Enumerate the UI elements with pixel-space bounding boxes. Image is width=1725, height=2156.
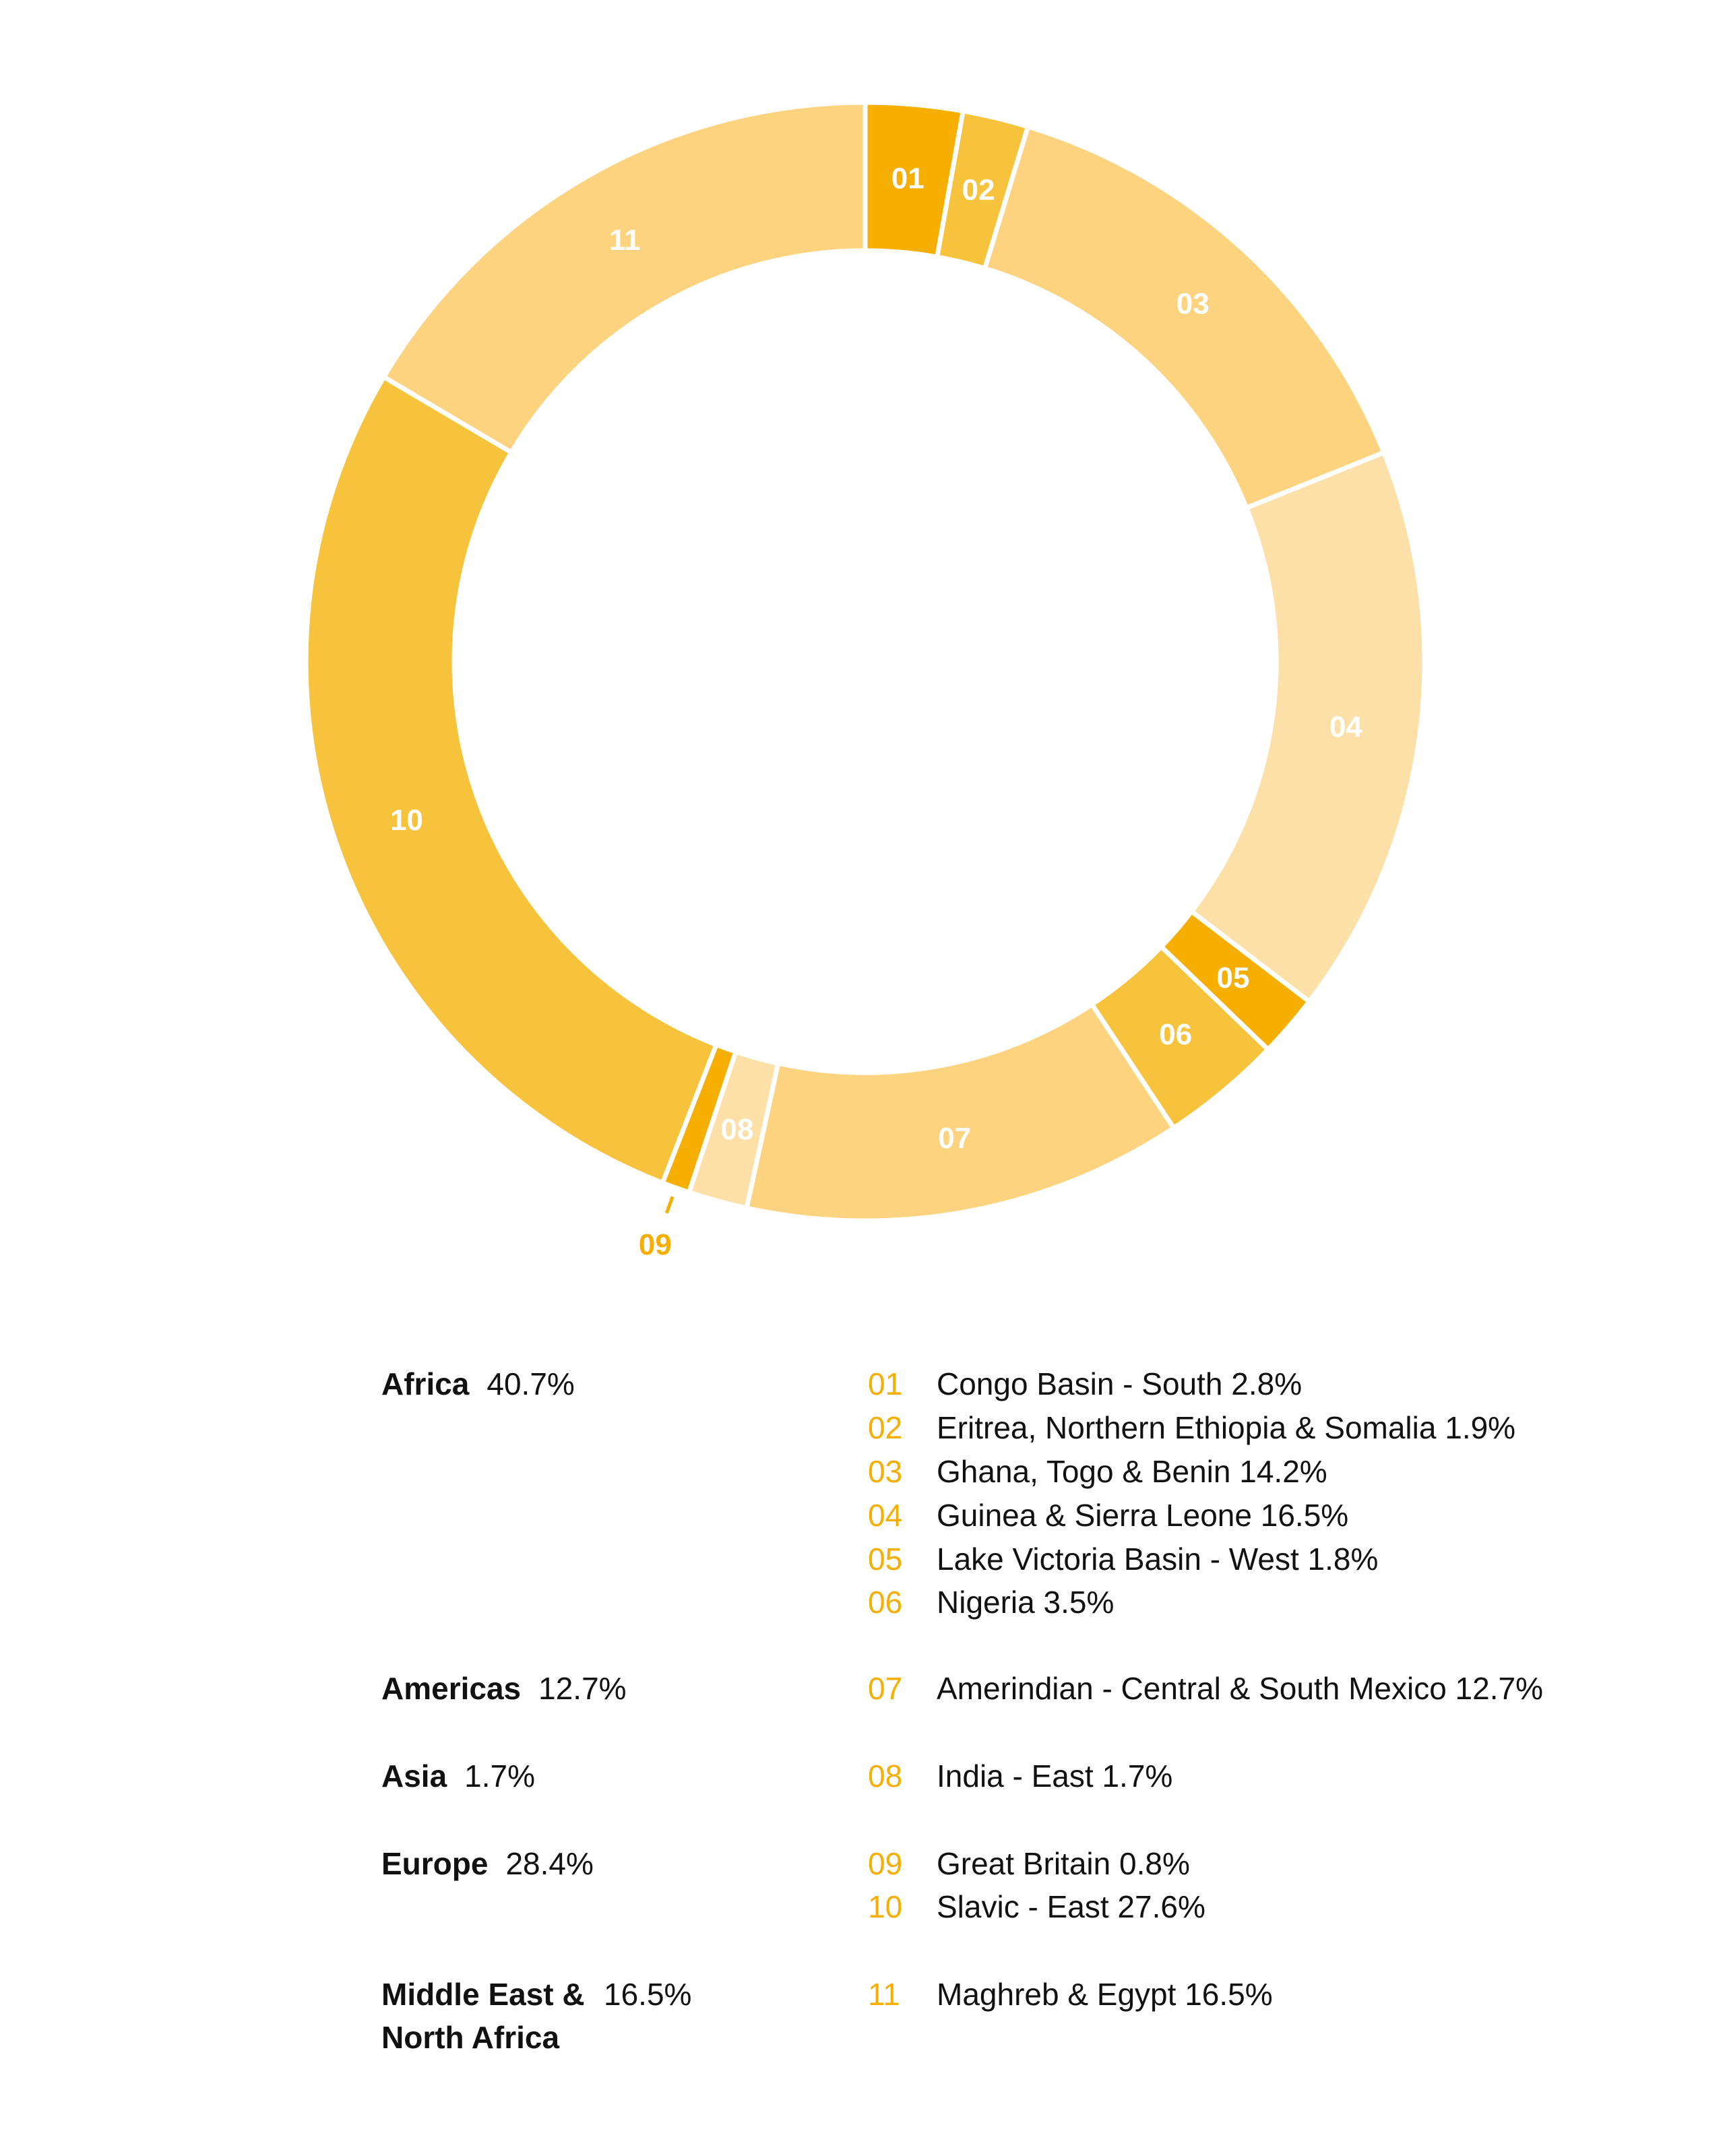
legend-number: 10 <box>868 1889 903 1924</box>
legend-label: Congo Basin - South 2.8% <box>937 1366 1303 1401</box>
region-asia: Asia 1.7% <box>381 1754 759 1798</box>
slice-label-06: 06 <box>1159 1018 1192 1051</box>
legend-label: Maghreb & Egypt 16.5% <box>937 1977 1273 2012</box>
legend-label: Nigeria 3.5% <box>937 1585 1115 1620</box>
slice-label-04: 04 <box>1329 710 1362 743</box>
region-europe: Europe 28.4% <box>381 1842 759 1885</box>
legend-number: 08 <box>868 1758 903 1794</box>
slice-leader-09 <box>664 1196 675 1214</box>
region-name: Europe <box>381 1846 489 1881</box>
region-percent: 40.7% <box>487 1366 575 1401</box>
region-percent: 1.7% <box>464 1758 536 1794</box>
legend-label: Ghana, Togo & Benin 14.2% <box>937 1454 1327 1489</box>
region-name: Asia <box>381 1758 447 1794</box>
region-middle-east-north-africa: Middle East & North Africa 16.5% <box>381 1973 745 2059</box>
legend-label: Eritrea, Northern Ethiopia & Somalia 1.9… <box>937 1410 1516 1445</box>
donut-slice-07 <box>743 1001 1177 1224</box>
legend-label: Great Britain 0.8% <box>937 1846 1190 1881</box>
donut-slice-10 <box>303 373 720 1186</box>
legend-label: Lake Victoria Basin - West 1.8% <box>937 1542 1379 1577</box>
donut-slice-labels: 01 02 03 04 05 06 07 08 09 10 11 <box>390 162 1362 1261</box>
donut-slice-11 <box>380 100 868 456</box>
slice-label-11: 11 <box>609 224 641 257</box>
legend-number: 07 <box>868 1671 903 1706</box>
region-africa: Africa 40.7% <box>381 1362 759 1405</box>
legend-number: 01 <box>868 1366 903 1401</box>
slice-label-09: 09 <box>639 1228 672 1261</box>
region-percent: 16.5% <box>604 1977 692 2012</box>
slice-label-05: 05 <box>1217 961 1250 994</box>
slice-label-10: 10 <box>390 804 423 837</box>
region-americas: Americas 12.7% <box>381 1667 759 1710</box>
legend-number: 09 <box>868 1846 903 1881</box>
legend-label: Amerindian - Central & South Mexico 12.7… <box>937 1671 1543 1706</box>
legend-label: Guinea & Sierra Leone 16.5% <box>937 1498 1349 1533</box>
slice-label-01: 01 <box>891 162 924 195</box>
legend-number: 02 <box>868 1410 903 1445</box>
donut-chart: 01 02 03 04 05 06 07 08 09 10 11 <box>303 100 1427 1262</box>
slice-label-07: 07 <box>938 1122 971 1155</box>
donut-slice-04 <box>1188 449 1427 1005</box>
slice-label-03: 03 <box>1177 287 1210 320</box>
legend-number: 05 <box>868 1542 903 1577</box>
region-percent: 28.4% <box>505 1846 594 1881</box>
region-name: Middle East & North Africa <box>381 1977 585 2055</box>
legend-label: India - East 1.7% <box>937 1758 1173 1794</box>
region-name: Africa <box>381 1366 470 1401</box>
legend-number: 06 <box>868 1585 903 1620</box>
legend-number: 11 <box>868 1977 900 2012</box>
legend-label: Slavic - East 27.6% <box>937 1889 1205 1924</box>
region-percent: 12.7% <box>538 1671 627 1706</box>
slice-label-02: 02 <box>962 173 995 206</box>
region-name: Americas <box>381 1671 522 1706</box>
donut-slices <box>303 100 1427 1224</box>
legend-number: 03 <box>868 1454 903 1489</box>
legend-number: 04 <box>868 1498 903 1533</box>
slice-label-08: 08 <box>721 1113 754 1146</box>
